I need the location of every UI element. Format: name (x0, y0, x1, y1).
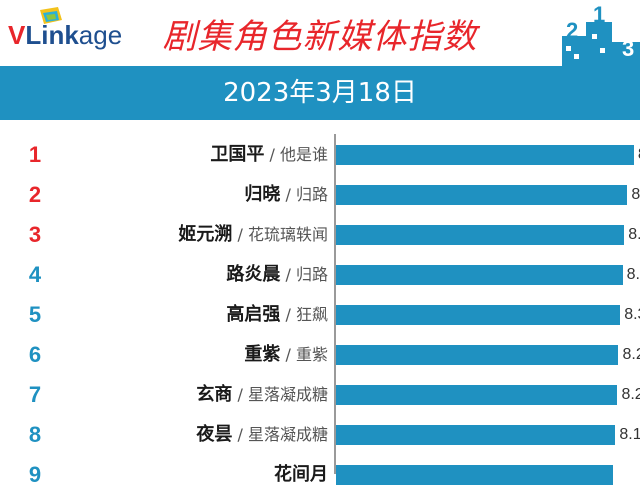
show-title: 星落凝成糖 (247, 385, 328, 404)
value-bar (336, 145, 634, 165)
chart-row: 9 花间月 (0, 462, 640, 488)
chart-row: 4 路炎晨 / 归路 8.39 (0, 262, 640, 288)
chart-row: 5 高启强 / 狂飙 8.32 (0, 302, 640, 328)
show-title: 重紫 (295, 345, 328, 364)
value-label: 8.44 (628, 226, 640, 243)
value-bar (336, 345, 619, 365)
character-name: 重紫 (244, 344, 281, 365)
label-separator: / (280, 305, 296, 324)
chart-row: 2 归晓 / 归路 8.53 (0, 182, 640, 208)
podium-icon: 2 1 3 (562, 4, 640, 66)
category-label: 归晓 / 归路 (244, 182, 328, 208)
character-name: 夜昙 (196, 424, 233, 445)
chart-row: 3 姬元溯 / 花琉璃轶闻 8.44 (0, 222, 640, 248)
chart-row: 1 卫国平 / 他是谁 8.72 (0, 142, 640, 168)
rank-label: 6 (28, 342, 42, 367)
brand-logo: VLinkage (8, 20, 123, 50)
chart-row: 6 重紫 / 重紫 8.27 (0, 342, 640, 368)
value-bar (336, 265, 623, 285)
character-name: 花间月 (274, 464, 328, 485)
show-title: 花琉璃轶闻 (247, 225, 328, 244)
value-bar (336, 225, 625, 245)
value-bar (336, 425, 616, 445)
value-label: 8.53 (631, 186, 640, 203)
label-separator: / (280, 265, 296, 284)
label-separator: / (232, 225, 248, 244)
show-title: 归路 (295, 185, 328, 204)
show-title: 他是谁 (279, 145, 328, 164)
category-label: 花间月 (274, 462, 328, 488)
value-label: 8.27 (622, 346, 640, 363)
character-name: 卫国平 (210, 144, 265, 165)
category-label: 高启强 / 狂飙 (226, 302, 328, 328)
logo-mark-icon (40, 7, 62, 24)
date-band: 2023年3月18日 (0, 66, 640, 120)
chart-row: 8 夜昙 / 星落凝成糖 8.18 (0, 422, 640, 448)
value-bar (336, 385, 618, 405)
rank-label: 7 (28, 382, 42, 407)
value-bar (336, 305, 621, 325)
category-label: 卫国平 / 他是谁 (210, 142, 328, 168)
chart-title: 剧集角色新媒体指数 (162, 17, 478, 57)
category-label: 夜昙 / 星落凝成糖 (196, 422, 328, 448)
show-title: 狂飙 (295, 305, 328, 324)
label-separator: / (280, 345, 296, 364)
show-title: 归路 (295, 265, 328, 284)
character-name: 路炎晨 (226, 264, 281, 285)
svg-text:2: 2 (566, 18, 578, 43)
label-separator: / (280, 185, 296, 204)
rank-label: 3 (28, 222, 42, 247)
rank-label: 9 (28, 462, 42, 487)
category-label: 姬元溯 / 花琉璃轶闻 (178, 222, 328, 248)
header: VLinkage 剧集角色新媒体指数 2 1 3 (0, 0, 640, 66)
category-label: 玄商 / 星落凝成糖 (196, 382, 328, 408)
category-label: 重紫 / 重紫 (244, 342, 328, 368)
rank-label: 4 (28, 262, 42, 287)
rank-label: 8 (28, 422, 42, 447)
chart-row: 7 玄商 / 星落凝成糖 8.24 (0, 382, 640, 408)
value-bar (336, 465, 613, 485)
rank-label: 1 (28, 142, 42, 167)
character-name: 玄商 (196, 384, 233, 405)
rank-label: 2 (28, 182, 42, 207)
svg-text:3: 3 (622, 36, 634, 61)
value-label: 8.24 (621, 386, 640, 403)
label-separator: / (232, 385, 248, 404)
value-label: 8.39 (626, 266, 640, 283)
value-label: 8.18 (619, 426, 640, 443)
value-label: 8.32 (624, 306, 640, 323)
value-bar (336, 185, 628, 205)
character-name: 姬元溯 (178, 224, 233, 245)
chart-axis (334, 134, 336, 474)
rank-label: 5 (28, 302, 42, 327)
category-label: 路炎晨 / 归路 (226, 262, 328, 288)
svg-text:1: 1 (593, 4, 605, 27)
value-label: 8.72 (638, 142, 640, 168)
character-name: 高启强 (226, 304, 281, 325)
label-separator: / (232, 425, 248, 444)
label-separator: / (264, 145, 280, 164)
character-name: 归晓 (244, 184, 281, 205)
show-title: 星落凝成糖 (247, 425, 328, 444)
